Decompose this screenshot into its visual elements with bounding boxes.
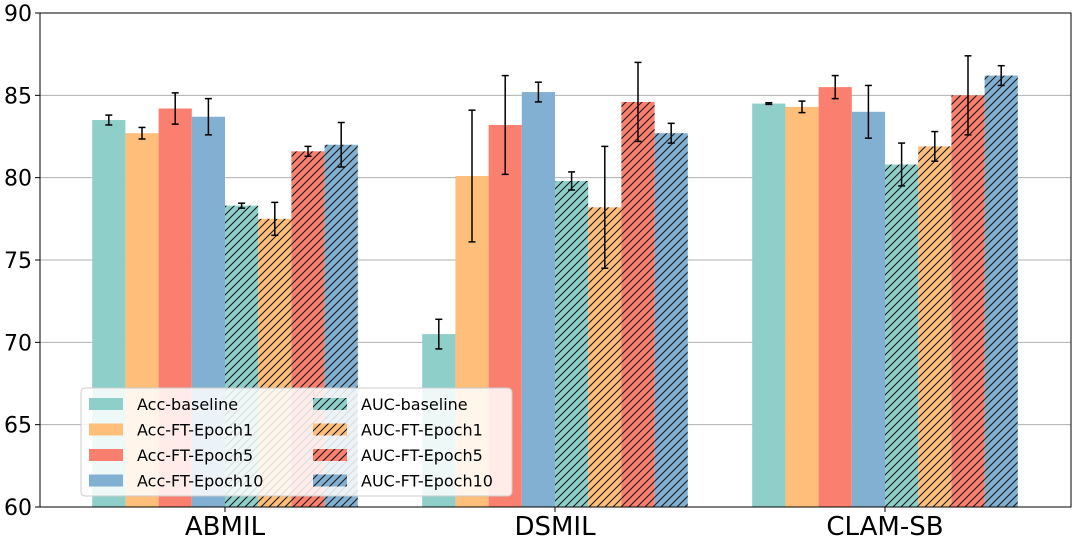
error-bar	[997, 64, 1005, 87]
error-bar	[304, 145, 312, 158]
error-bar	[435, 318, 443, 350]
error-bar	[138, 126, 146, 140]
error-bar	[204, 97, 212, 136]
legend-swatch	[313, 474, 347, 487]
axes: 60 65 70 75 80 85 90 ABMIL DSMIL CLAM-SB	[4, 2, 944, 541]
legend: Acc-baseline Acc-FT-Epoch1 Acc-FT-Epoch5 Ac…	[80, 387, 513, 497]
error-bar	[831, 74, 839, 100]
error-bar	[798, 100, 806, 114]
bar-acc-baseline-clam-sb	[752, 103, 786, 508]
legend-label: Acc-FT-Epoch1	[137, 421, 253, 440]
y-tick-label: 65	[4, 414, 32, 439]
bar-auc-baseline-dsmil	[555, 180, 589, 507]
error-bar	[468, 109, 476, 243]
error-bar	[964, 55, 972, 136]
x-tick-label: ABMIL	[185, 512, 266, 541]
x-tick-label: DSMIL	[514, 512, 596, 541]
legend-swatch	[313, 423, 347, 436]
bar-auc-ft-epoch5-dsmil	[621, 101, 655, 508]
error-bar	[271, 201, 279, 237]
legend-label: AUC-baseline	[361, 395, 468, 414]
y-tick-label: 60	[4, 496, 32, 521]
bar-auc-ft-epoch1-clam-sb	[918, 146, 952, 507]
legend-label: AUC-FT-Epoch5	[361, 446, 483, 465]
error-bar	[898, 142, 906, 187]
bar-auc-ft-epoch10-dsmil	[654, 133, 688, 507]
legend-swatch	[313, 398, 347, 410]
bar-acc-ft-epoch1-clam-sb	[785, 106, 819, 508]
legend-swatch	[89, 449, 123, 461]
y-tick-label: 90	[4, 2, 32, 27]
legend-label: Acc-FT-Epoch10	[137, 472, 263, 491]
legend-label: AUC-FT-Epoch10	[361, 472, 493, 491]
legend-label: Acc-baseline	[137, 395, 238, 414]
error-bar	[765, 101, 773, 106]
error-bar	[171, 92, 179, 125]
legend-swatch	[89, 423, 123, 436]
bar-acc-ft-epoch5-clam-sb	[818, 87, 852, 507]
legend-label: Acc-FT-Epoch5	[137, 446, 253, 465]
error-bar	[864, 84, 872, 139]
y-tick-label: 85	[4, 84, 32, 109]
error-bar	[634, 61, 642, 143]
legend-swatch	[89, 474, 123, 487]
error-bar	[534, 81, 542, 103]
bar-auc-baseline-clam-sb	[885, 164, 919, 507]
y-tick-label: 75	[4, 249, 32, 274]
legend-label: AUC-FT-Epoch1	[361, 421, 483, 440]
y-tick-label: 70	[4, 331, 32, 356]
error-bar	[568, 171, 576, 191]
bar-acc-ft-epoch10-dsmil	[521, 92, 555, 507]
error-bar	[601, 145, 609, 269]
error-bar	[667, 122, 675, 144]
legend-box	[80, 387, 513, 497]
error-bar	[931, 130, 939, 162]
legend-swatch	[89, 398, 123, 410]
bar-acc-ft-epoch10-clam-sb	[851, 111, 885, 508]
bar-auc-ft-epoch10-clam-sb	[984, 75, 1018, 507]
y-tick-label: 80	[4, 167, 32, 192]
error-bar	[337, 121, 345, 168]
error-bar	[501, 74, 509, 176]
bar-auc-ft-epoch5-clam-sb	[951, 95, 985, 507]
legend-swatch	[313, 449, 347, 461]
error-bars	[105, 55, 1005, 350]
error-bar	[105, 114, 113, 126]
error-bar	[238, 202, 246, 209]
x-tick-label: CLAM-SB	[826, 512, 943, 541]
